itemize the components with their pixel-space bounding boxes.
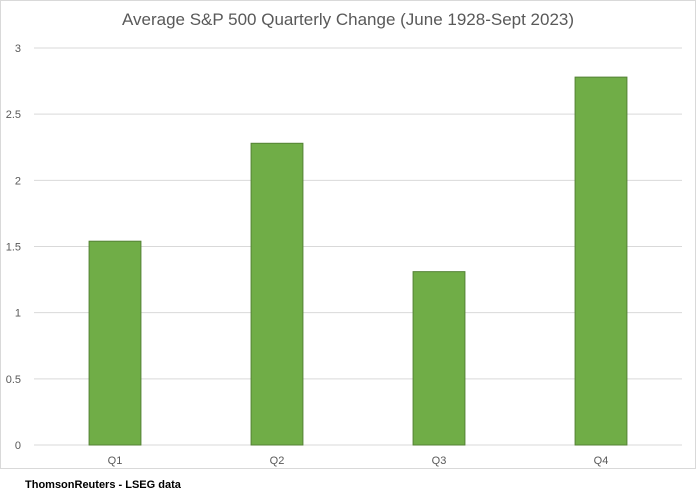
bar-q3 <box>412 271 466 446</box>
bar-q1 <box>88 240 142 446</box>
y-tick-label: 1 <box>15 308 21 320</box>
chart-title: Average S&P 500 Quarterly Change (June 1… <box>121 10 575 29</box>
y-tick-label: 2.5 <box>6 109 21 121</box>
y-tick-label: 2 <box>15 175 21 187</box>
x-tick-label: Q3 <box>432 455 447 467</box>
x-tick-label: Q4 <box>594 455 609 467</box>
x-tick-label: Q2 <box>270 455 285 467</box>
bar-q4 <box>574 76 628 446</box>
chart-area: Average S&P 500 Quarterly Change (June 1… <box>0 0 696 469</box>
source-note: ThomsonReuters - LSEG data <box>25 479 181 491</box>
y-tick-label: 0 <box>15 440 21 452</box>
y-tick-label: 0.5 <box>6 374 21 386</box>
bar-chart: 0 0.5 1 1.5 2 2.5 3 Q1 Q2 Q3 Q4 <box>6 43 682 467</box>
x-tick-label: Q1 <box>108 455 123 467</box>
y-tick-label: 3 <box>15 43 21 55</box>
bar-q2 <box>250 142 304 446</box>
y-tick-label: 1.5 <box>6 242 21 254</box>
